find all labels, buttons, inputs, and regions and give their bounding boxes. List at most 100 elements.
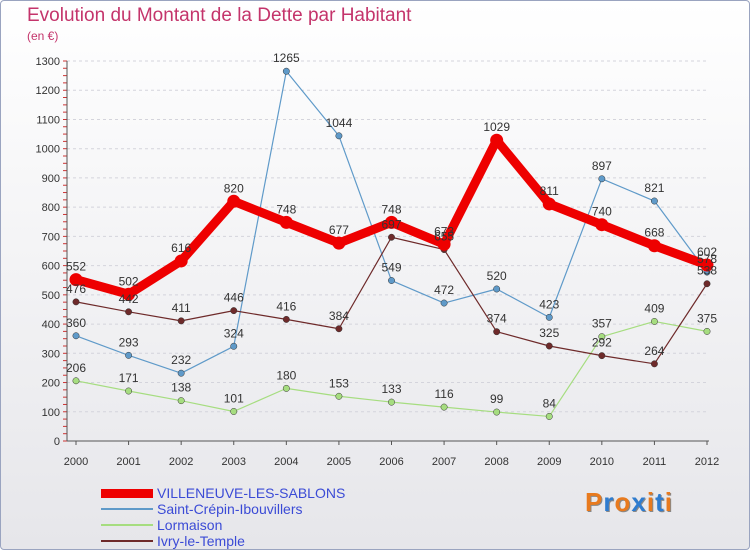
- data-point: [650, 360, 658, 368]
- series-3: [69, 133, 714, 301]
- legend-swatch: [101, 488, 153, 498]
- series-0: [72, 67, 711, 377]
- data-label: 1029: [483, 120, 510, 134]
- data-label: 668: [644, 226, 664, 240]
- data-label: 325: [539, 326, 559, 340]
- x-tick-label: 2000: [64, 456, 88, 468]
- data-point: [177, 397, 185, 405]
- data-label: 697: [381, 217, 401, 231]
- data-label: 84: [543, 396, 557, 410]
- data-point: [72, 332, 80, 340]
- x-tick-label: 2007: [432, 456, 456, 468]
- chart-title: Evolution du Montant de la Dette par Hab…: [27, 5, 412, 26]
- data-point: [703, 280, 711, 288]
- data-point: [230, 408, 238, 415]
- data-label: 416: [276, 299, 296, 313]
- data-point: [125, 351, 133, 359]
- data-label: 360: [66, 316, 86, 330]
- legend-swatch: [101, 524, 153, 526]
- y-tick-label: 100: [42, 407, 60, 419]
- data-point: [125, 387, 133, 395]
- x-tick-label: 2001: [116, 456, 140, 468]
- legend-label: Ivry-le-Temple: [157, 533, 245, 549]
- y-tick-label: 900: [42, 173, 60, 185]
- data-label: 740: [592, 205, 612, 219]
- chart-unit: (en €): [27, 29, 59, 43]
- legend-label: Lormaison: [157, 517, 223, 533]
- data-point: [125, 308, 133, 316]
- x-tick-label: 2011: [643, 456, 667, 468]
- data-point: [69, 273, 83, 287]
- data-label: 423: [539, 297, 559, 311]
- data-point: [174, 254, 188, 268]
- data-label: 384: [329, 309, 349, 323]
- data-label: 748: [276, 202, 296, 216]
- data-point: [282, 315, 290, 323]
- data-label: 232: [171, 353, 191, 367]
- data-label: 374: [487, 312, 507, 326]
- legend-swatch: [101, 540, 153, 542]
- series-2: [72, 233, 711, 368]
- data-point: [388, 233, 395, 241]
- legend-entry: Lormaison: [101, 517, 345, 533]
- data-label: 446: [224, 291, 244, 305]
- data-point: [335, 132, 343, 140]
- data-label: 171: [119, 371, 139, 385]
- data-point: [440, 299, 448, 307]
- legend-entry: Ivry-le-Temple: [101, 533, 345, 549]
- data-label: 655: [434, 230, 454, 244]
- data-point: [650, 197, 658, 205]
- data-label: 677: [329, 223, 349, 237]
- data-label: 673: [434, 224, 454, 238]
- legend-label: Saint-Crépin-Ibouvillers: [157, 501, 303, 517]
- data-point: [177, 317, 185, 325]
- data-label: 101: [224, 391, 244, 405]
- data-point: [440, 403, 448, 411]
- data-point: [227, 194, 241, 208]
- y-tick-label: 300: [42, 348, 60, 360]
- data-label: 897: [592, 159, 612, 173]
- data-point: [545, 412, 553, 420]
- data-label: 602: [697, 245, 717, 259]
- data-label: 133: [381, 382, 401, 396]
- data-label: 1265: [273, 51, 300, 65]
- data-label: 616: [171, 241, 191, 255]
- data-label: 748: [381, 202, 401, 216]
- data-label: 411: [172, 301, 191, 315]
- data-point: [700, 258, 714, 272]
- data-label: 472: [434, 283, 454, 297]
- data-point: [545, 342, 553, 350]
- data-label: 324: [224, 326, 244, 340]
- data-label: 549: [381, 261, 401, 275]
- data-point: [177, 369, 185, 377]
- legend-swatch: [101, 508, 153, 510]
- x-tick-label: 2003: [222, 456, 246, 468]
- data-label: 153: [329, 376, 349, 390]
- data-label: 375: [697, 311, 717, 325]
- data-point: [122, 287, 136, 301]
- data-label: 357: [592, 317, 612, 331]
- data-point: [595, 218, 609, 232]
- y-tick-label: 1000: [36, 144, 60, 156]
- y-tick-label: 500: [42, 290, 60, 302]
- data-label: 821: [644, 181, 664, 195]
- data-label: 1044: [326, 116, 353, 130]
- legend-label: VILLENEUVE-LES-SABLONS: [157, 485, 346, 501]
- x-tick-label: 2009: [537, 456, 561, 468]
- y-tick-label: 600: [42, 261, 60, 273]
- data-point: [650, 317, 658, 325]
- data-point: [230, 342, 238, 350]
- data-label: 538: [697, 264, 717, 278]
- data-point: [647, 239, 661, 253]
- data-point: [335, 325, 343, 333]
- data-label: 820: [224, 181, 244, 195]
- chart-legend: VILLENEUVE-LES-SABLONS Saint-Crépin-Ibouv…: [101, 485, 345, 549]
- data-label: 293: [119, 335, 139, 349]
- proxiti-logo: Proxiti: [585, 487, 673, 517]
- y-tick-label: 800: [42, 202, 60, 214]
- data-point: [598, 175, 606, 183]
- series-1: [72, 317, 711, 420]
- data-point: [598, 333, 606, 341]
- y-tick-label: 1100: [36, 114, 60, 126]
